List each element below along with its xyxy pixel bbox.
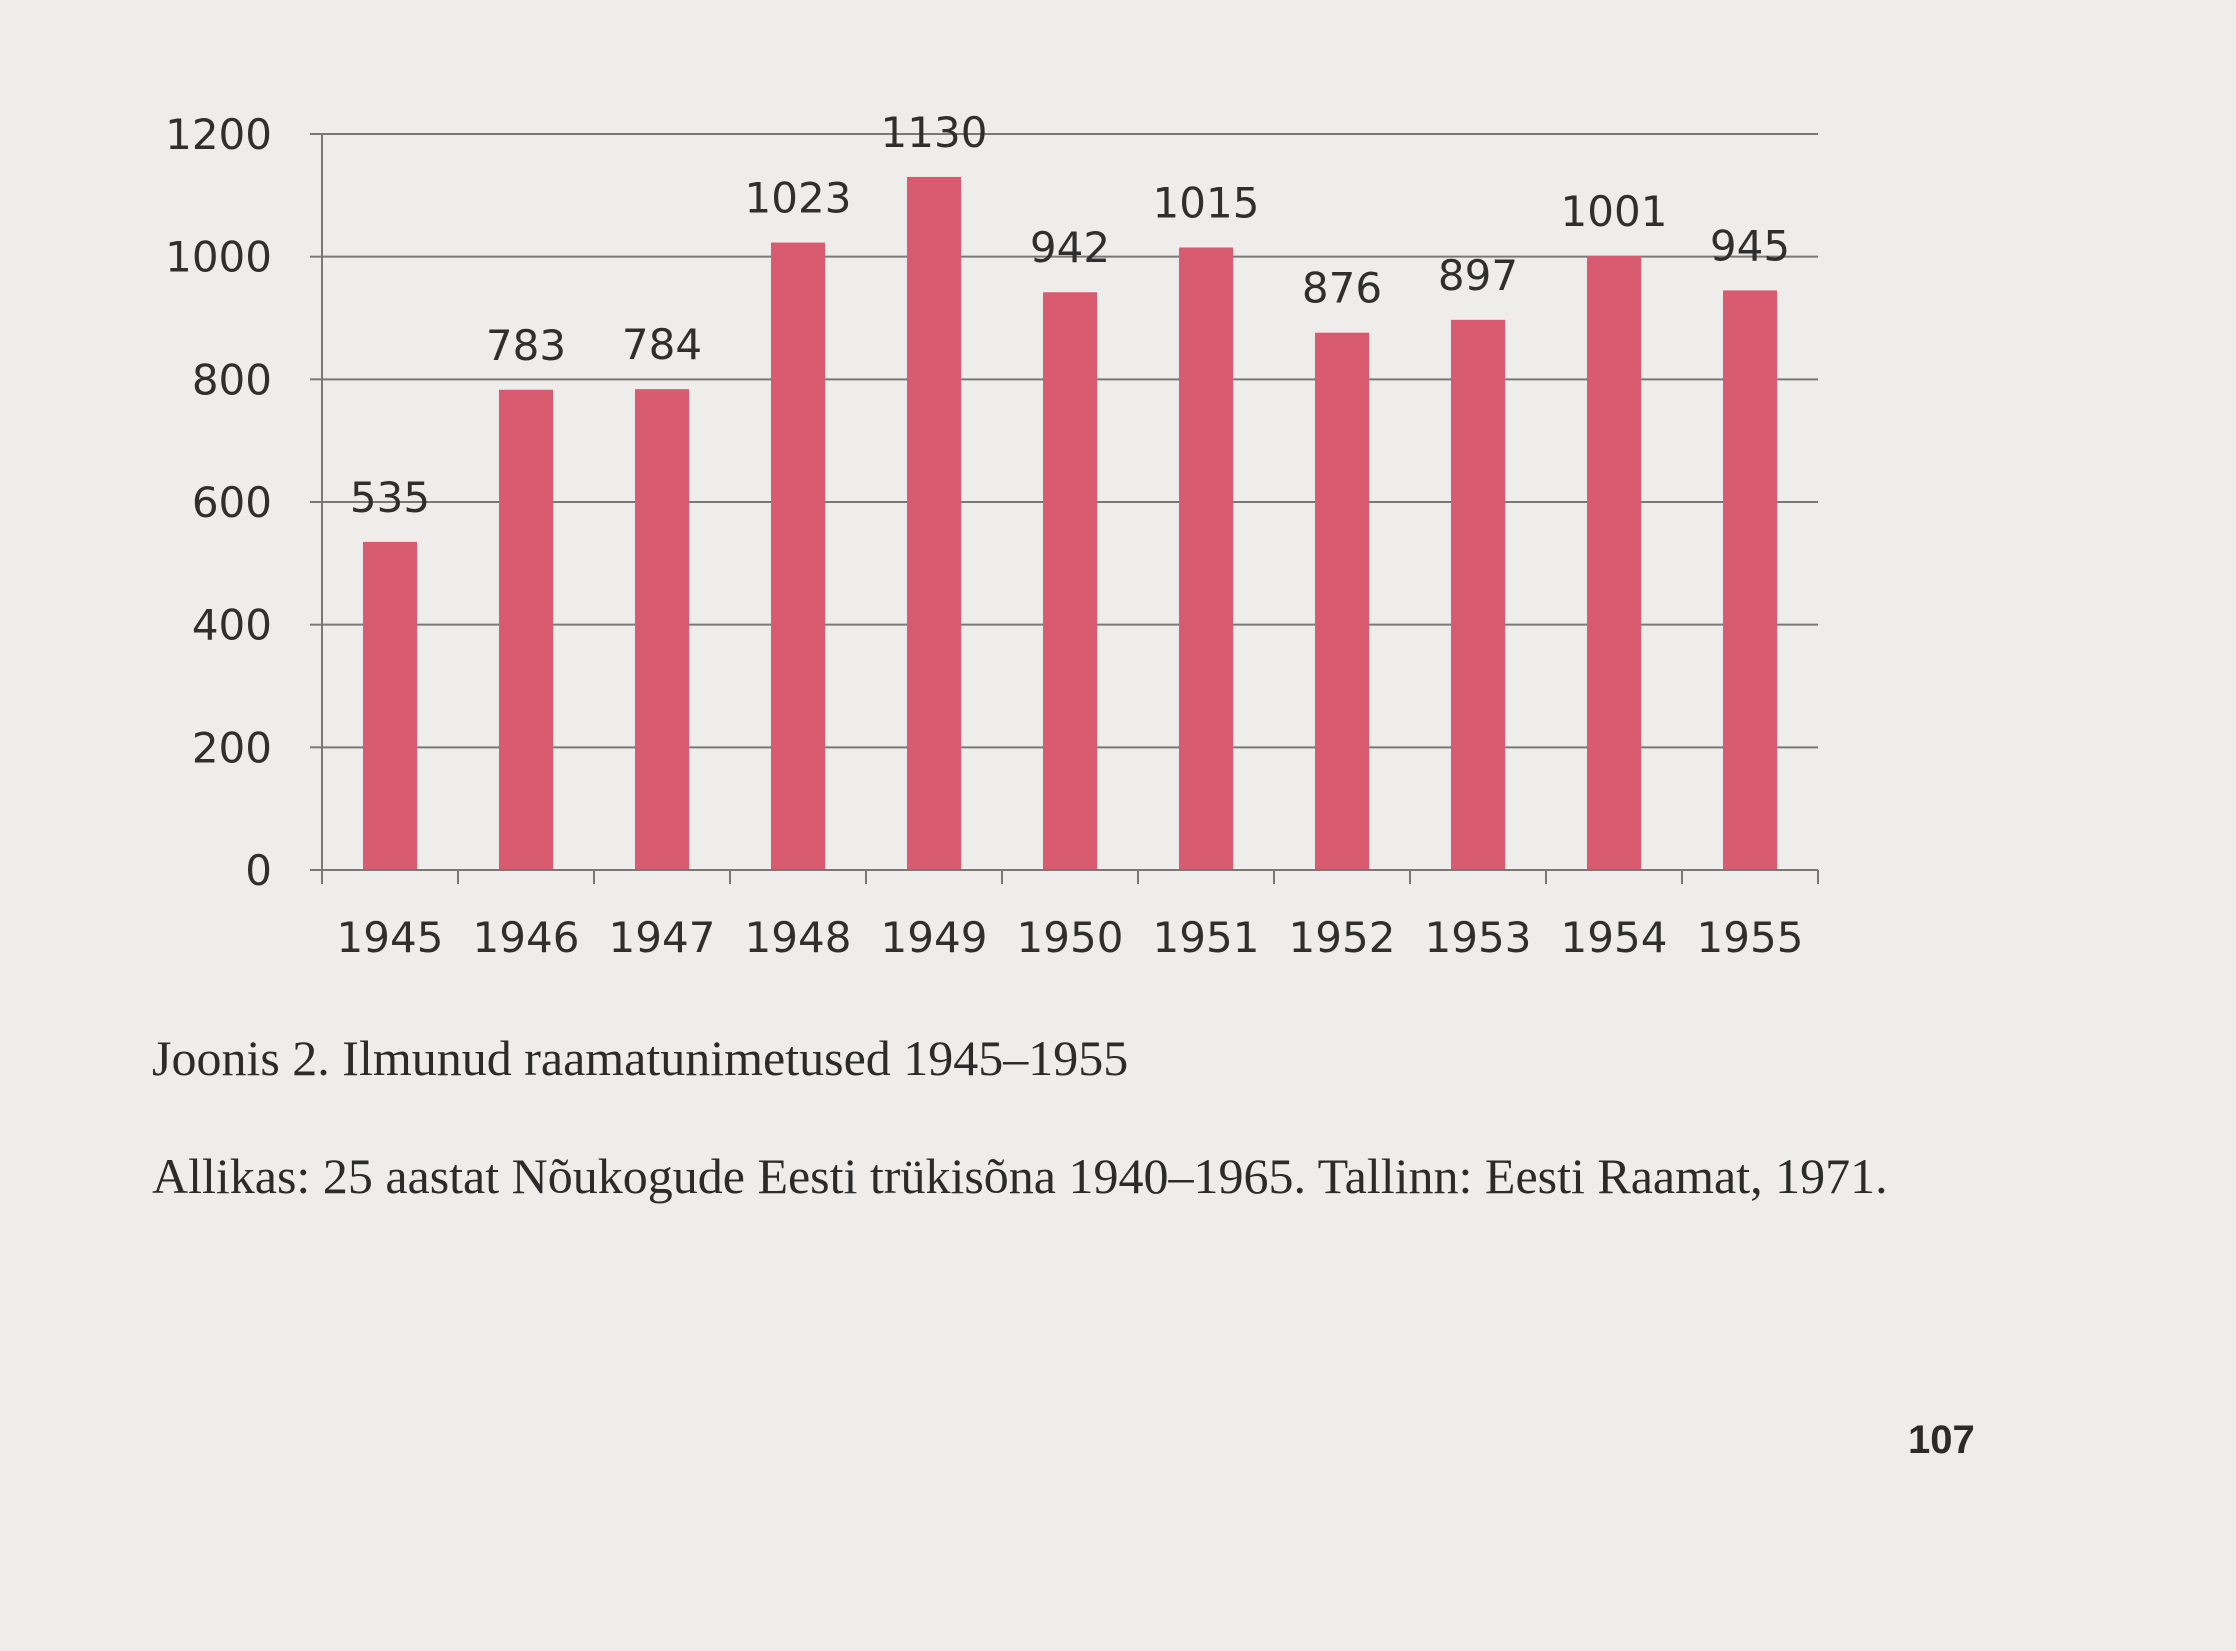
y-tick-label: 1000	[165, 233, 272, 282]
data-label-1949: 1130	[881, 108, 988, 157]
bar-1953	[1451, 319, 1505, 871]
y-tick-label: 800	[192, 355, 272, 404]
data-label-1950: 942	[1030, 223, 1110, 272]
data-label-1955: 945	[1710, 221, 1790, 270]
bars: 535 783 784 1023 1130 942 1015 876 897 1001 945	[350, 108, 1790, 871]
x-tick-label: 1953	[1425, 913, 1532, 962]
bar-1955	[1723, 290, 1777, 870]
y-axis: 0 200 400 600 800 1000 1200	[165, 110, 323, 895]
bar-1949	[907, 176, 961, 870]
bar-1950	[1043, 292, 1097, 870]
data-label-1945: 535	[350, 473, 430, 522]
y-tick-label: 400	[192, 601, 272, 650]
x-tick-label: 1951	[1153, 913, 1260, 962]
data-label-1953: 897	[1438, 251, 1518, 300]
page-number: 107	[1908, 1418, 1975, 1462]
bar-1954	[1587, 256, 1641, 870]
bar-1945	[363, 541, 417, 870]
x-tick-label: 1954	[1561, 913, 1668, 962]
x-axis: 1945 1946 1947 1948 1949 1950 1951 1952 1953 1954…	[321, 869, 1819, 962]
data-label-1952: 876	[1302, 264, 1382, 313]
bar-chart: 0 200 400 600 800 1000 1200 535 783 784 1023 1130 9…	[165, 108, 1819, 962]
x-tick-label: 1948	[745, 913, 852, 962]
bar-1951	[1179, 247, 1233, 870]
bar-1952	[1315, 332, 1369, 871]
data-label-1954: 1001	[1561, 187, 1668, 236]
bar-1946	[499, 389, 553, 870]
x-tick-label: 1949	[881, 913, 988, 962]
x-tick-label: 1947	[609, 913, 716, 962]
data-label-1946: 783	[486, 321, 566, 370]
y-tick-label: 200	[192, 723, 272, 772]
data-label-1947: 784	[622, 320, 702, 369]
x-tick-label: 1945	[337, 913, 444, 962]
data-label-1948: 1023	[745, 174, 852, 223]
y-tick-label: 1200	[165, 110, 272, 159]
x-tick-label: 1955	[1697, 913, 1804, 962]
bar-1947	[635, 389, 689, 870]
figure-source: Allikas: 25 aastat Nõukogude Eesti trüki…	[152, 1148, 1888, 1204]
figure-caption: Joonis 2. Ilmunud raamatunimetused 1945–…	[152, 1030, 1129, 1086]
x-tick-label: 1952	[1289, 913, 1396, 962]
bar-1948	[771, 242, 825, 870]
data-label-1951: 1015	[1153, 178, 1260, 227]
x-tick-label: 1950	[1017, 913, 1124, 962]
x-tick-label: 1946	[473, 913, 580, 962]
y-tick-label: 600	[192, 478, 272, 527]
y-tick-label: 0	[245, 846, 272, 895]
